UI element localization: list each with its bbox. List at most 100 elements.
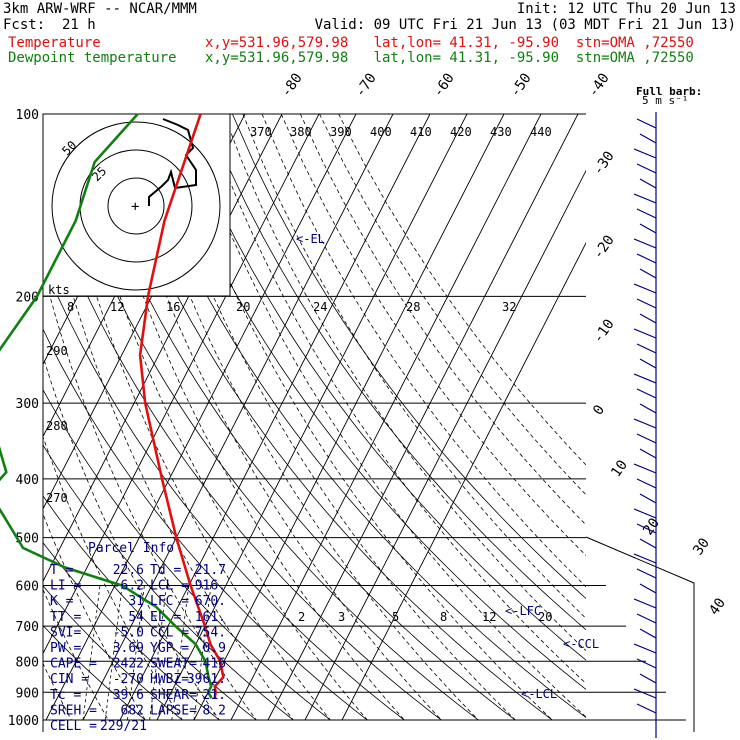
parcel-value: 39.6 (113, 688, 144, 703)
parcel-value: 754. (195, 625, 226, 640)
isotherm-line (341, 242, 586, 721)
parcel-value: 0.9 (203, 641, 226, 656)
moist-adiabat (232, 114, 586, 600)
speed-scale-label: 32 (502, 300, 516, 314)
wind-barb (636, 208, 657, 219)
dry-adiabat (43, 662, 72, 721)
wind-barb (636, 343, 657, 354)
parcel-label: LAPSE= (150, 703, 197, 718)
wind-barb (633, 373, 657, 384)
moist-adiabat (99, 114, 553, 721)
pressure-label: 700 (16, 620, 39, 635)
isotherm-line (267, 114, 579, 721)
wind-barbs: Full barb:5 m s⁻¹ (633, 85, 702, 738)
moist-adiabat (178, 114, 586, 661)
wind-barb (639, 133, 657, 144)
dry-adiabat (43, 435, 183, 721)
level-markers: <-EL <-LFC <-CCL <-LCL (296, 232, 599, 701)
wind-barb (636, 523, 657, 534)
panel-edge (585, 536, 695, 732)
level-marker: <-LCL (521, 687, 557, 701)
level-marker: <-LFC (505, 604, 541, 618)
mixing-ratio-line (127, 585, 145, 721)
wind-barb (636, 253, 657, 264)
dry-adiabat (185, 114, 586, 718)
parcel-label: HWBZ= (150, 672, 189, 687)
parcel-value: 31 (128, 594, 144, 609)
dry-adiabat (165, 114, 553, 721)
theta-e-label: 390 (330, 125, 352, 139)
wind-barb (639, 448, 657, 459)
moist-adiabat (72, 114, 516, 721)
forecast-label: Fcst: (3, 17, 46, 33)
mixing-ratio-label: 8 (440, 610, 447, 624)
parcel-title: Parcel Info (88, 541, 174, 556)
parcel-value: 8.2 (203, 703, 226, 718)
wind-barb (639, 403, 657, 414)
moist-adiabat (43, 328, 368, 721)
mixing-ratio-line (171, 585, 190, 721)
parcel-label: SWEAT= (150, 657, 197, 672)
isotherm-label: -50 (507, 70, 535, 100)
wind-legend-title: Full barb: (636, 85, 702, 98)
mixing-ratio-label: 5 (392, 610, 399, 624)
wind-barb (636, 613, 657, 624)
parcel-value: -270 (113, 672, 144, 687)
moist-adiabat (46, 114, 479, 721)
wind-barb (633, 688, 657, 699)
wind-barb (639, 538, 657, 549)
parcel-value: 670. (195, 594, 226, 609)
mixing-ratio-line (149, 585, 167, 721)
isotherm-line (43, 114, 320, 655)
dry-adiabat (223, 114, 586, 652)
mixing-ratio-label: 3 (338, 610, 345, 624)
dry-adiabat (43, 172, 294, 721)
dry-adiabat (299, 114, 586, 526)
parcel-label: SVI= (50, 625, 81, 640)
dry-adiabat-label: 270 (46, 491, 68, 505)
pressure-label: 600 (16, 580, 39, 595)
isotherm-label: 30 (690, 535, 713, 558)
parcel-value: 2422 (113, 657, 144, 672)
wind-barb (633, 148, 657, 159)
dry-adiabat (43, 354, 220, 721)
wind-barb (633, 328, 657, 339)
moist-adiabat (43, 261, 405, 721)
theta-e-label: 420 (450, 125, 472, 139)
parcel-value: 54 (128, 610, 144, 625)
wind-barb (636, 163, 657, 174)
isotherm-label: -10 (590, 316, 618, 346)
parcel-label: LI = (50, 579, 81, 594)
parcel-label: Tc = (50, 688, 81, 703)
dry-adiabat (43, 268, 257, 721)
pressure-label: 400 (16, 473, 39, 488)
parcel-label: PW = (50, 641, 81, 656)
isotherm-label: 0 (590, 402, 608, 418)
theta-e-label: 410 (410, 125, 432, 139)
moist-adiabat (43, 542, 220, 721)
moist-adiabat (43, 495, 257, 721)
theta-e-label: 370 (250, 125, 272, 139)
dry-adiabat (280, 114, 586, 557)
parcel-info-panel: Parcel Info T = 22.6 Td = 21.7 LI = -6.2 LCL = 9… (50, 541, 226, 734)
parcel-label: TT = (50, 610, 81, 625)
moist-adiabat (43, 624, 146, 721)
parcel-value: 21. (203, 688, 226, 703)
moist-adiabat (43, 444, 294, 721)
moist-adiabat (125, 114, 586, 719)
wind-barb (639, 313, 657, 324)
wind-barb (639, 358, 657, 369)
wind-barb (636, 568, 657, 579)
wind-barb (633, 283, 657, 294)
parcel-label: EL = (150, 610, 181, 625)
wind-barb (636, 478, 657, 489)
theta-e-label: 380 (290, 125, 312, 139)
hodograph-box (42, 113, 231, 297)
parcel-value: 3.69 (113, 641, 144, 656)
wind-barb (633, 508, 657, 519)
wind-barb (639, 628, 657, 639)
wind-barb (633, 463, 657, 474)
moist-adiabat (43, 186, 442, 721)
